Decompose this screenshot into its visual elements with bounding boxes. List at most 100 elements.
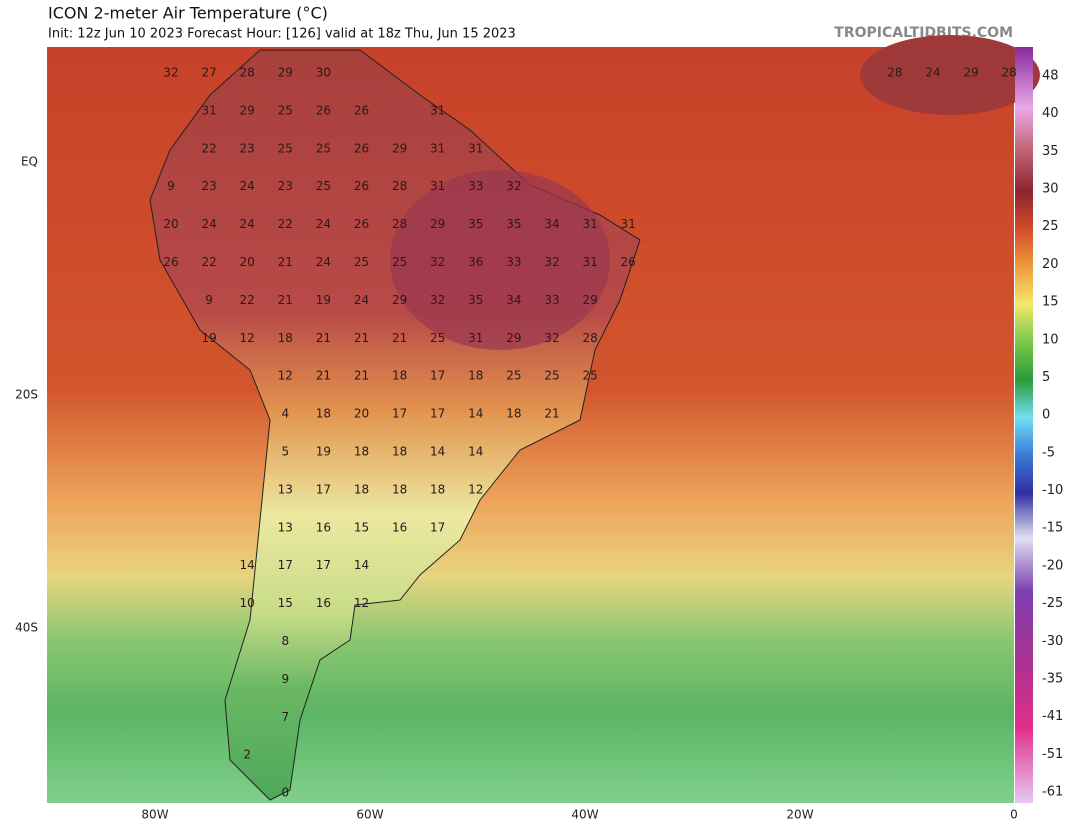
temp-label: 36 [468,255,483,269]
temp-label: 14 [354,558,369,572]
colorbar-label: -41 [1042,709,1063,724]
temp-label: 35 [468,217,483,231]
colorbar-label: -35 [1042,671,1063,686]
temp-label: 18 [354,445,369,459]
temp-label: 29 [240,103,255,117]
colorbar-label: 0 [1042,408,1050,423]
temp-label: 24 [201,217,216,231]
temp-label: 7 [281,710,289,724]
temp-label: 33 [468,179,483,193]
colorbar-label: 15 [1042,295,1059,310]
temp-label: 25 [278,141,293,155]
temp-label: 24 [316,255,331,269]
temp-label: 23 [240,141,255,155]
colorbar-label: 30 [1042,182,1059,197]
colorbar-label: -61 [1042,785,1063,800]
temp-label: 29 [392,141,407,155]
temp-label: 12 [354,596,369,610]
subtitle: Init: 12z Jun 10 2023 Forecast Hour: [12… [48,27,516,42]
temp-label: 32 [163,66,178,80]
temp-label: 28 [887,66,902,80]
temp-label: 16 [392,520,407,534]
temp-label: 25 [316,179,331,193]
temp-label: 25 [582,369,597,383]
temp-label: 27 [201,66,216,80]
temp-label: 16 [316,520,331,534]
temp-label: 19 [316,445,331,459]
lon-label: 0 [1010,808,1018,822]
colorbar-label: -25 [1042,596,1063,611]
temp-label: 17 [430,520,445,534]
colorbar-label: 20 [1042,257,1059,272]
temp-label: 18 [278,331,293,345]
colorbar-label: -15 [1042,521,1063,536]
temp-label: 29 [506,331,521,345]
temp-label: 5 [281,445,289,459]
temp-label: 28 [582,331,597,345]
temp-label: 26 [354,217,369,231]
temp-label: 15 [354,520,369,534]
temp-label: 31 [582,217,597,231]
temp-label: 14 [468,445,483,459]
temp-label: 28 [392,217,407,231]
temp-label: 12 [278,369,293,383]
temp-label: 26 [316,103,331,117]
colorbar-label: 5 [1042,370,1050,385]
colorbar-label: -10 [1042,483,1063,498]
colorbar-label: -30 [1042,634,1063,649]
temp-label: 24 [240,217,255,231]
temp-label: 21 [392,331,407,345]
temp-label: 25 [544,369,559,383]
colorbar [1015,47,1033,803]
temp-label: 32 [506,179,521,193]
temp-label: 25 [392,255,407,269]
temp-label: 34 [544,217,559,231]
temp-label: 32 [544,331,559,345]
temp-label: 9 [167,179,175,193]
temp-label: 4 [281,407,289,421]
temp-label: 29 [963,66,978,80]
temp-label: 0 [281,786,289,800]
temp-label: 12 [468,482,483,496]
temp-label: 33 [506,255,521,269]
colorbar-label: -5 [1042,445,1055,460]
temp-label: 17 [316,558,331,572]
temp-label: 28 [392,179,407,193]
temp-label: 21 [354,331,369,345]
temp-label: 28 [240,66,255,80]
temp-label: 16 [316,596,331,610]
temp-label: 18 [506,407,521,421]
temp-label: 17 [278,558,293,572]
temp-label: 18 [392,445,407,459]
temp-label: 26 [354,141,369,155]
temp-label: 22 [201,255,216,269]
temp-label: 20 [163,217,178,231]
temp-label: 25 [506,369,521,383]
temp-label: 22 [201,141,216,155]
temp-label: 25 [354,255,369,269]
temp-label: 18 [392,482,407,496]
colorbar-label: -51 [1042,747,1063,762]
temp-label: 18 [468,369,483,383]
temp-label: 25 [278,103,293,117]
temp-label: 21 [544,407,559,421]
temp-label: 26 [163,255,178,269]
temp-label: 23 [201,179,216,193]
temp-label: 15 [278,596,293,610]
temp-label: 18 [392,369,407,383]
temp-label: 21 [354,369,369,383]
temp-label: 22 [278,217,293,231]
temp-label: 31 [430,141,445,155]
temp-label: 18 [430,482,445,496]
lat-label: 40S [15,621,38,635]
temp-label: 31 [468,141,483,155]
temp-label: 9 [205,293,213,307]
temp-label: 21 [278,293,293,307]
temp-label: 12 [240,331,255,345]
temp-label: 22 [240,293,255,307]
temp-label: 2 [243,748,251,762]
temp-label: 21 [316,369,331,383]
temp-label: 23 [278,179,293,193]
temp-label: 21 [316,331,331,345]
temp-label: 29 [392,293,407,307]
